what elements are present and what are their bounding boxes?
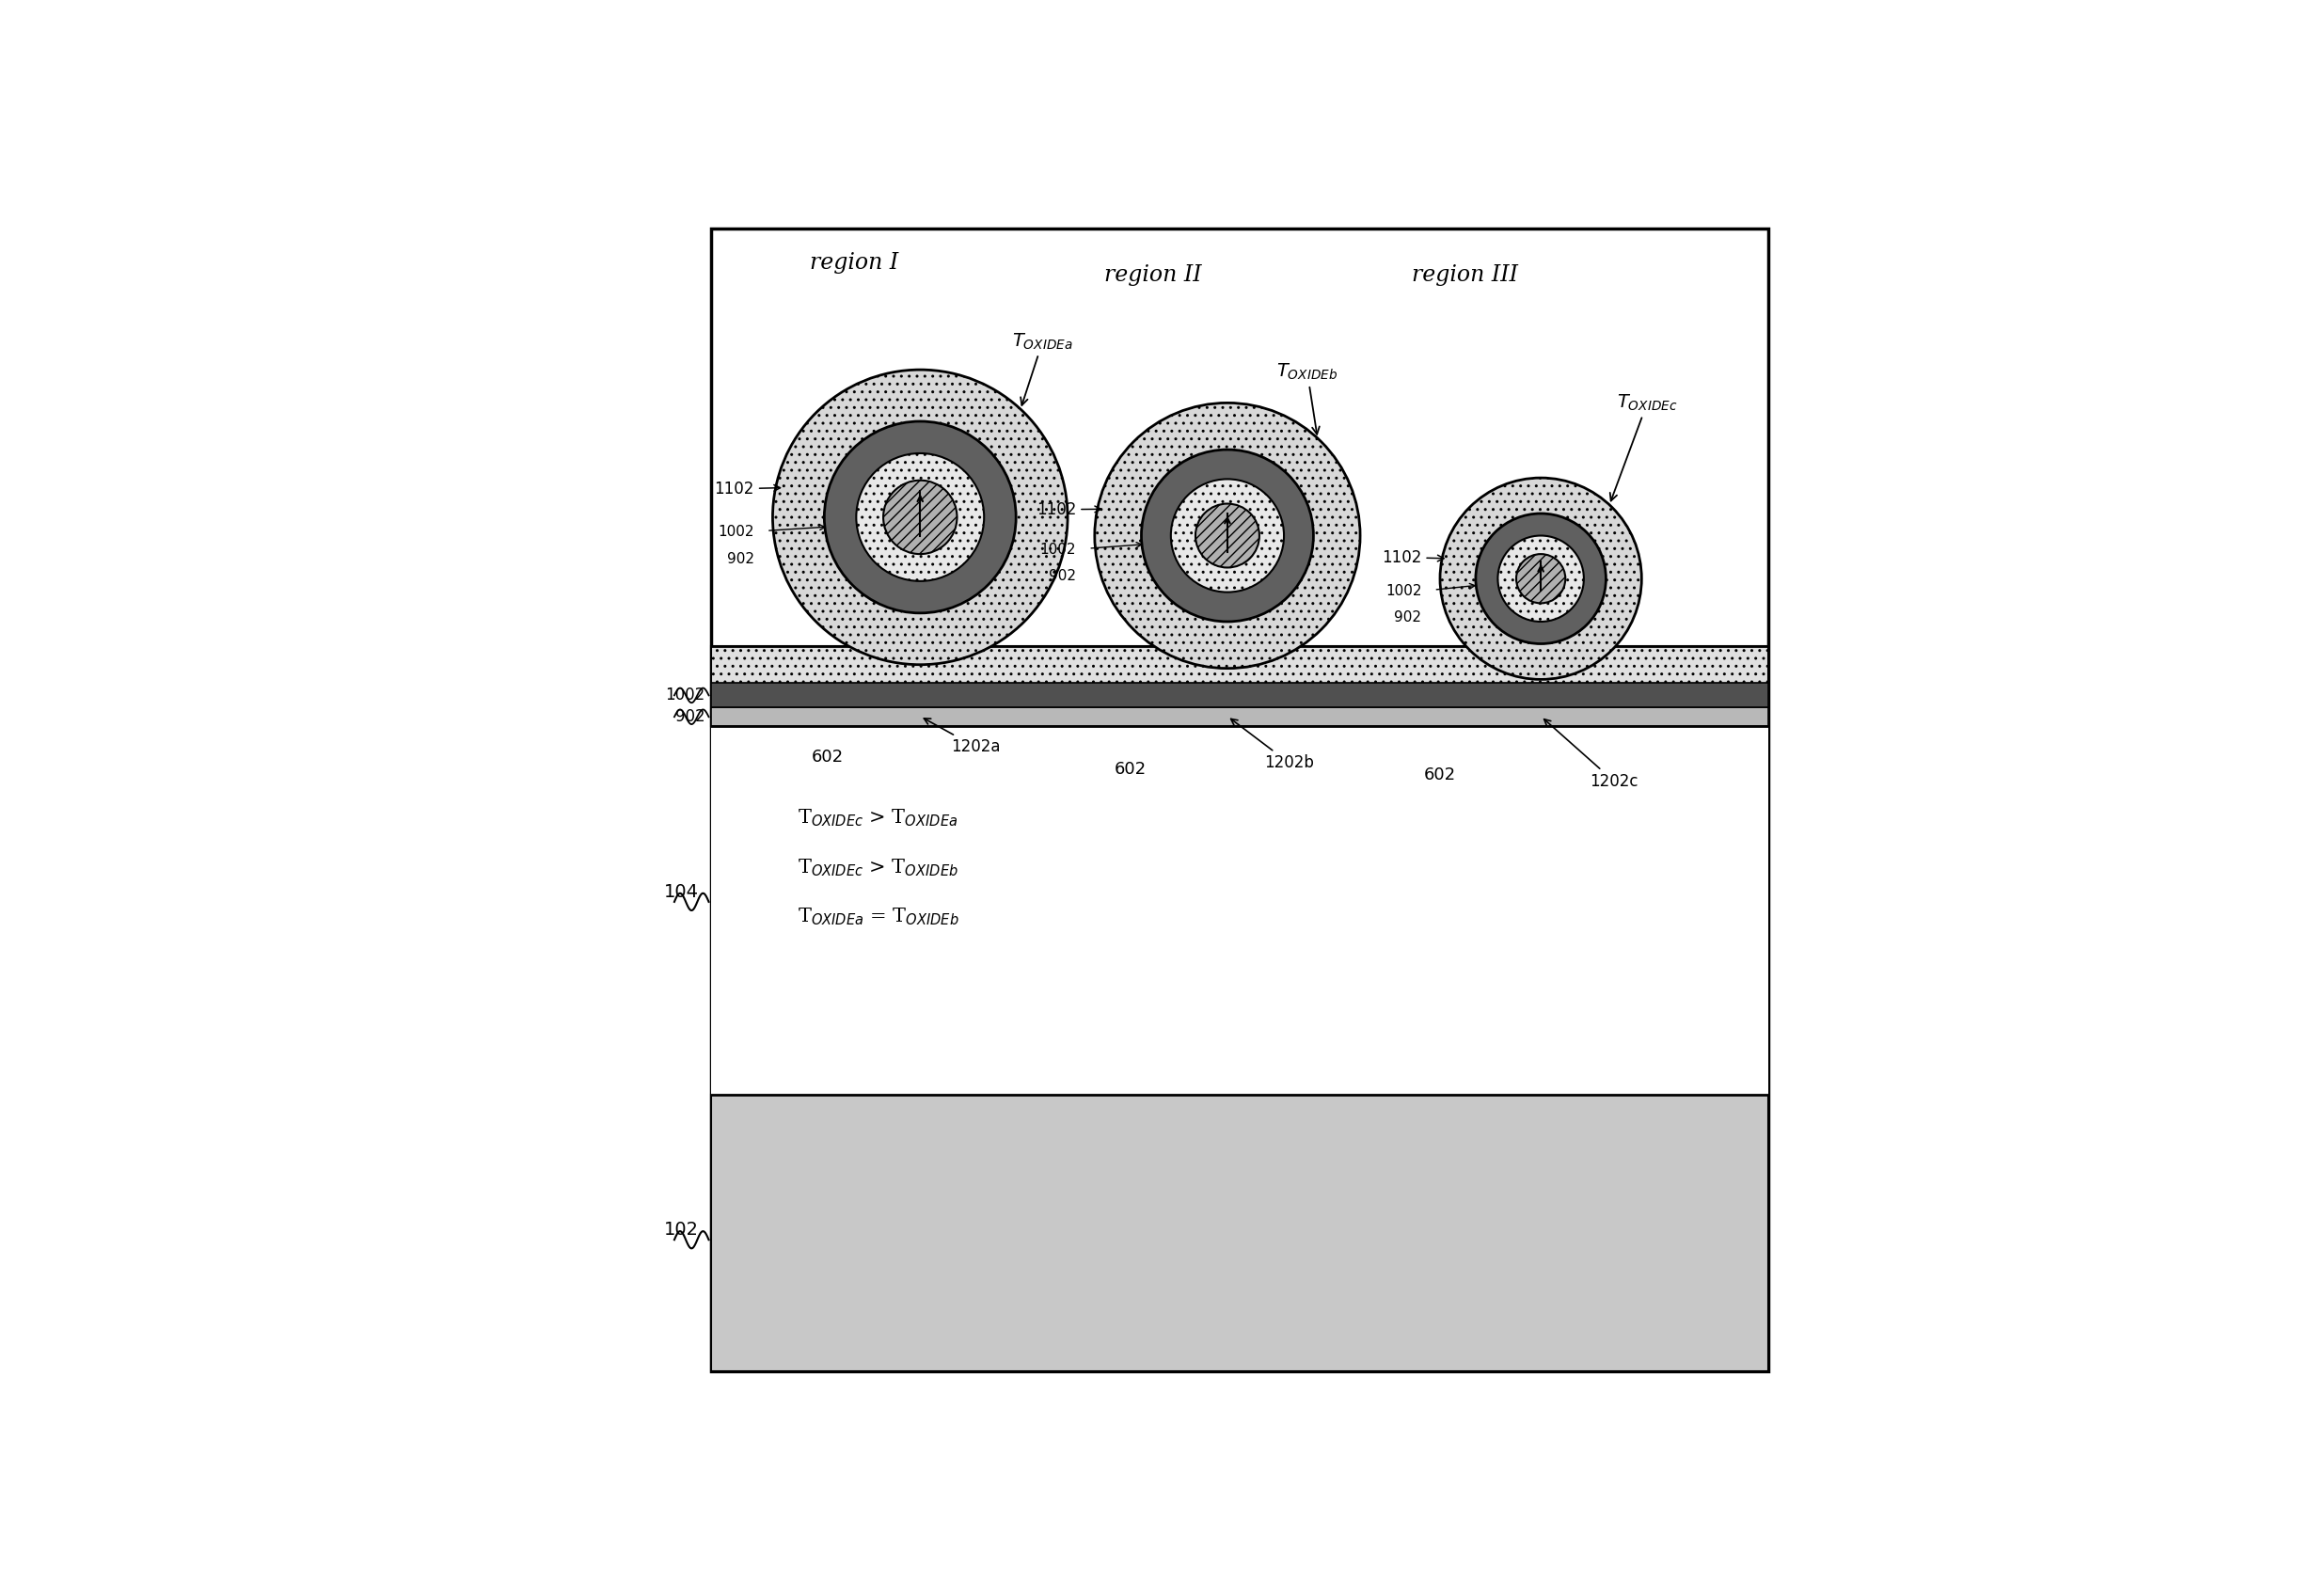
Text: 1102: 1102 (714, 480, 781, 498)
Text: 602: 602 (811, 749, 844, 766)
Text: $T_{OXIDEb}$: $T_{OXIDEb}$ (1276, 362, 1338, 434)
Text: 1002: 1002 (719, 525, 753, 539)
Text: region I: region I (809, 252, 899, 273)
Text: 602: 602 (1424, 766, 1456, 784)
Ellipse shape (1440, 477, 1641, 680)
Ellipse shape (772, 370, 1068, 664)
Text: 1202b: 1202b (1232, 718, 1315, 771)
Text: 1002: 1002 (1040, 543, 1077, 557)
Text: 902: 902 (728, 552, 753, 565)
Ellipse shape (825, 421, 1017, 613)
Text: 1102: 1102 (1035, 501, 1100, 519)
Ellipse shape (1477, 514, 1606, 643)
Text: region II: region II (1105, 265, 1202, 286)
Text: 902: 902 (1049, 570, 1077, 584)
Bar (712, 707, 1768, 726)
Ellipse shape (857, 453, 984, 581)
Ellipse shape (1095, 402, 1361, 669)
Text: region III: region III (1412, 265, 1518, 286)
Text: 602: 602 (1114, 761, 1146, 777)
Bar (712, 1095, 1768, 1371)
Bar (712, 646, 1768, 726)
Ellipse shape (1142, 450, 1313, 622)
Text: 1002: 1002 (1384, 584, 1421, 598)
Text: T$_{OXIDEc}$ > T$_{OXIDEa}$: T$_{OXIDEc}$ > T$_{OXIDEa}$ (797, 808, 957, 828)
Bar (712, 683, 1768, 707)
Text: 104: 104 (663, 883, 698, 900)
Text: 902: 902 (1394, 611, 1421, 624)
Ellipse shape (1516, 554, 1565, 603)
Text: 1202c: 1202c (1544, 720, 1638, 790)
Ellipse shape (1498, 536, 1583, 622)
Text: 902: 902 (675, 709, 705, 725)
Ellipse shape (1172, 479, 1285, 592)
Ellipse shape (883, 480, 957, 554)
Bar (712, 228, 1768, 1371)
Bar (712, 677, 1768, 1095)
Text: T$_{OXIDEa}$ = T$_{OXIDEb}$: T$_{OXIDEa}$ = T$_{OXIDEb}$ (797, 907, 959, 927)
Text: $T_{OXIDEa}$: $T_{OXIDEa}$ (1012, 332, 1072, 405)
Text: T$_{OXIDEc}$ > T$_{OXIDEb}$: T$_{OXIDEc}$ > T$_{OXIDEb}$ (797, 857, 959, 878)
Text: 1202a: 1202a (924, 718, 1001, 755)
Text: 1102: 1102 (1382, 549, 1444, 567)
Text: 1002: 1002 (666, 686, 705, 704)
Text: $T_{OXIDEc}$: $T_{OXIDEc}$ (1611, 393, 1678, 501)
Ellipse shape (1195, 504, 1259, 568)
Text: 102: 102 (663, 1221, 698, 1238)
